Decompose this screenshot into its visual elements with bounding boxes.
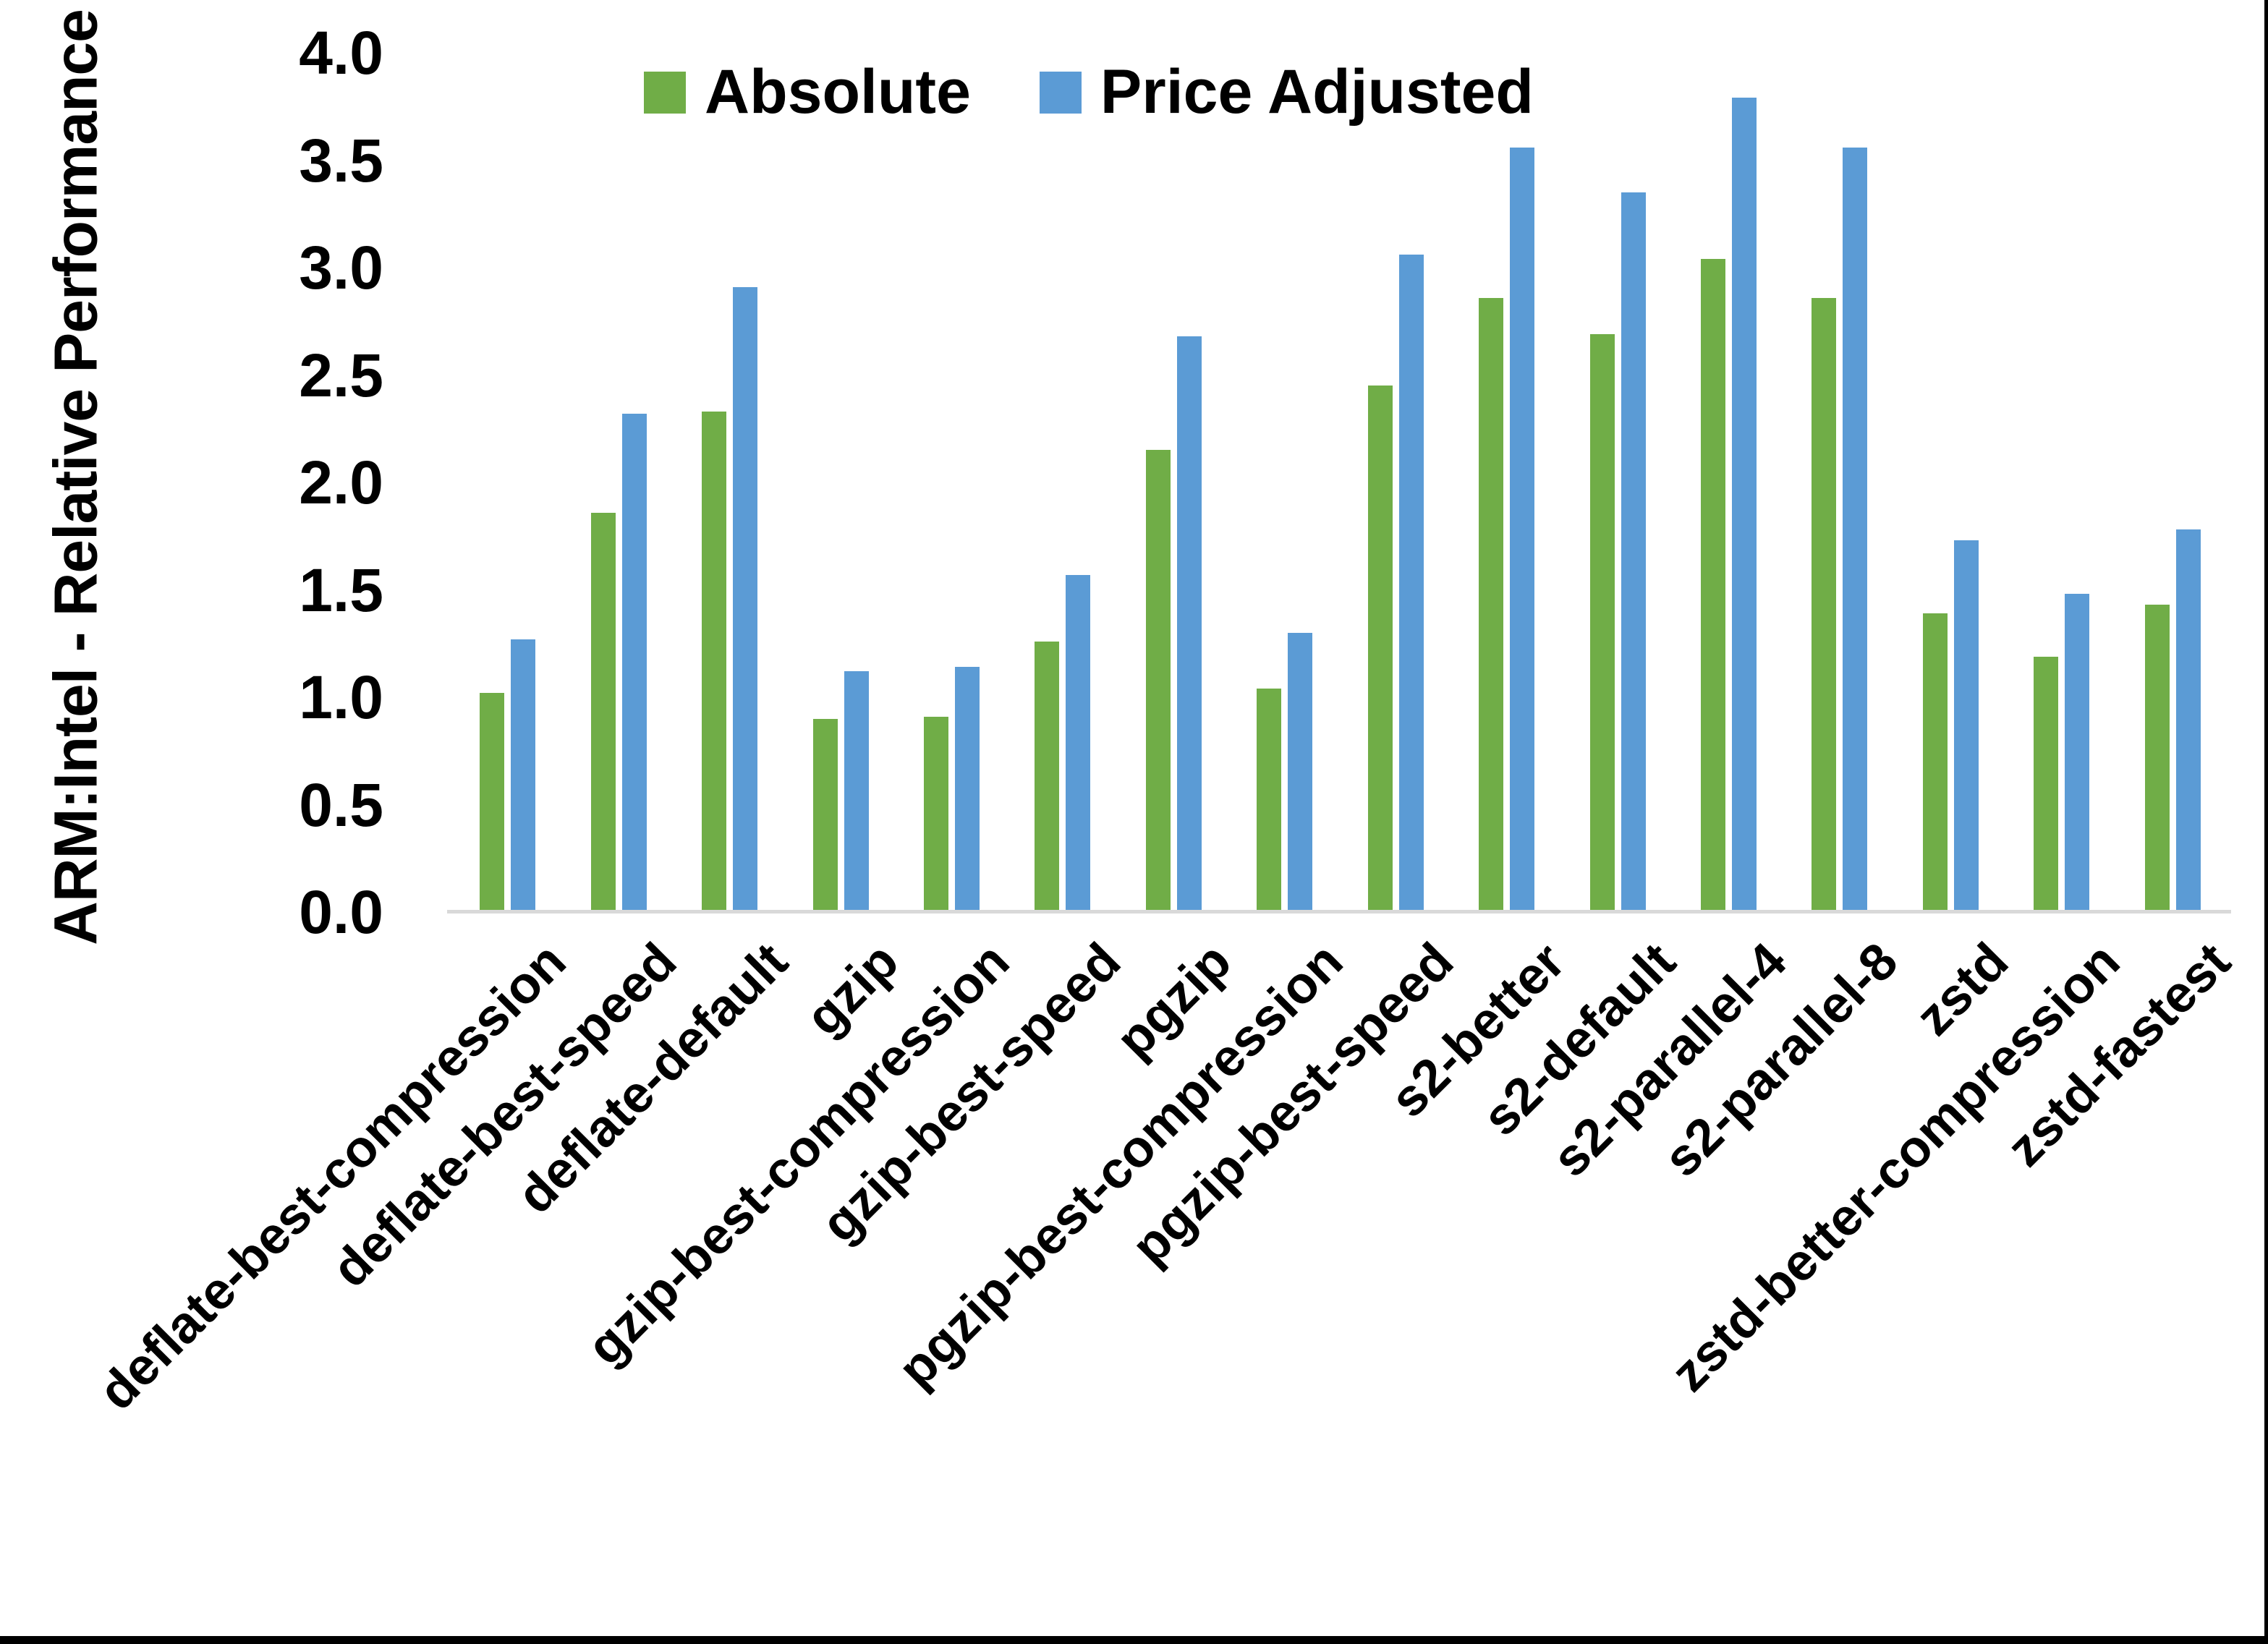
bar-price-adjusted-s2-parallel-4 [1732, 98, 1757, 912]
bar-price-adjusted-pgzip [1176, 336, 1202, 912]
y-tick-label: 1.5 [299, 555, 383, 624]
bar-absolute-s2-parallel-8 [1812, 297, 1837, 912]
bar-price-adjusted-deflate-default [733, 286, 758, 912]
bar-absolute-gzip-best-speed [1035, 641, 1060, 912]
legend: Absolute Price Adjusted [644, 56, 1534, 128]
bar-price-adjusted-pgzip-best-compression [1288, 632, 1313, 912]
bar-price-adjusted-gzip [844, 671, 869, 912]
legend-label-absolute: Absolute [705, 57, 971, 127]
y-tick-label: 2.0 [299, 448, 383, 516]
bar-absolute-s2-parallel-4 [1701, 259, 1726, 912]
legend-item-absolute: Absolute [644, 56, 971, 128]
y-axis-title: ARM:Intel - Relative Performance [41, 9, 110, 945]
bar-absolute-s2-better [1479, 297, 1504, 912]
screenshot-bottom-border [0, 1636, 2268, 1644]
bar-price-adjusted-s2-better [1510, 147, 1535, 912]
y-tick-label: 3.0 [299, 234, 383, 302]
y-tick-label: 4.0 [299, 19, 383, 87]
bar-absolute-deflate-default [702, 412, 727, 912]
bar-absolute-deflate-best-compression [480, 693, 505, 912]
bar-price-adjusted-gzip-best-speed [1066, 574, 1091, 912]
plot-area [452, 53, 2228, 912]
bar-price-adjusted-zstd-fastest [2175, 529, 2201, 912]
bar-absolute-gzip-best-compression [923, 716, 948, 912]
bar-absolute-deflate-best-speed [590, 512, 616, 912]
bar-price-adjusted-deflate-best-speed [621, 413, 647, 912]
screenshot-right-border [2264, 0, 2268, 1644]
y-tick-label: 3.5 [299, 126, 383, 195]
bar-price-adjusted-s2-default [1621, 192, 1646, 912]
legend-item-price-adjusted: Price Adjusted [1039, 56, 1534, 128]
y-tick-label: 1.0 [299, 663, 383, 731]
bar-absolute-zstd-fastest [2144, 605, 2170, 912]
bar-price-adjusted-pgzip-best-speed [1398, 255, 1424, 912]
y-tick-label: 0.0 [299, 878, 383, 946]
bar-price-adjusted-s2-parallel-8 [1843, 147, 1868, 912]
x-axis-line [447, 910, 2231, 913]
legend-label-price-adjusted: Price Adjusted [1100, 57, 1534, 127]
bar-price-adjusted-gzip-best-compression [954, 667, 980, 912]
bar-price-adjusted-zstd-better-compression [2065, 594, 2090, 912]
bar-absolute-pgzip [1145, 450, 1171, 912]
bar-absolute-s2-default [1589, 334, 1615, 912]
bar-absolute-pgzip-best-compression [1257, 689, 1282, 912]
legend-swatch-absolute-icon [644, 71, 686, 114]
y-tick-label: 2.5 [299, 341, 383, 409]
x-tick-label-deflate-best-compression: deflate-best-compression [87, 932, 577, 1421]
bar-absolute-zstd [1922, 613, 1948, 912]
legend-swatch-price-adjusted-icon [1039, 71, 1082, 114]
y-tick-label: 0.5 [299, 770, 383, 839]
bar-absolute-zstd-better-compression [2034, 656, 2059, 912]
bar-absolute-pgzip-best-speed [1367, 386, 1393, 912]
bar-price-adjusted-deflate-best-compression [511, 639, 536, 912]
bar-absolute-gzip [812, 718, 838, 912]
bar-price-adjusted-zstd [1953, 540, 1979, 912]
